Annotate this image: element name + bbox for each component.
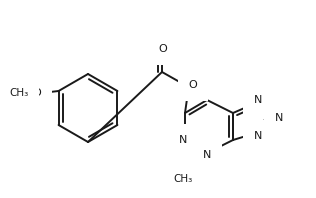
Text: N: N [254,131,262,141]
Text: N: N [275,113,283,123]
Text: N: N [254,95,262,105]
Text: N: N [203,150,211,160]
Text: O: O [159,44,167,54]
Text: CH₃: CH₃ [9,88,28,98]
Text: N: N [179,135,187,145]
Text: CH₃: CH₃ [173,174,193,184]
Text: O: O [189,80,198,90]
Text: O: O [32,88,41,98]
